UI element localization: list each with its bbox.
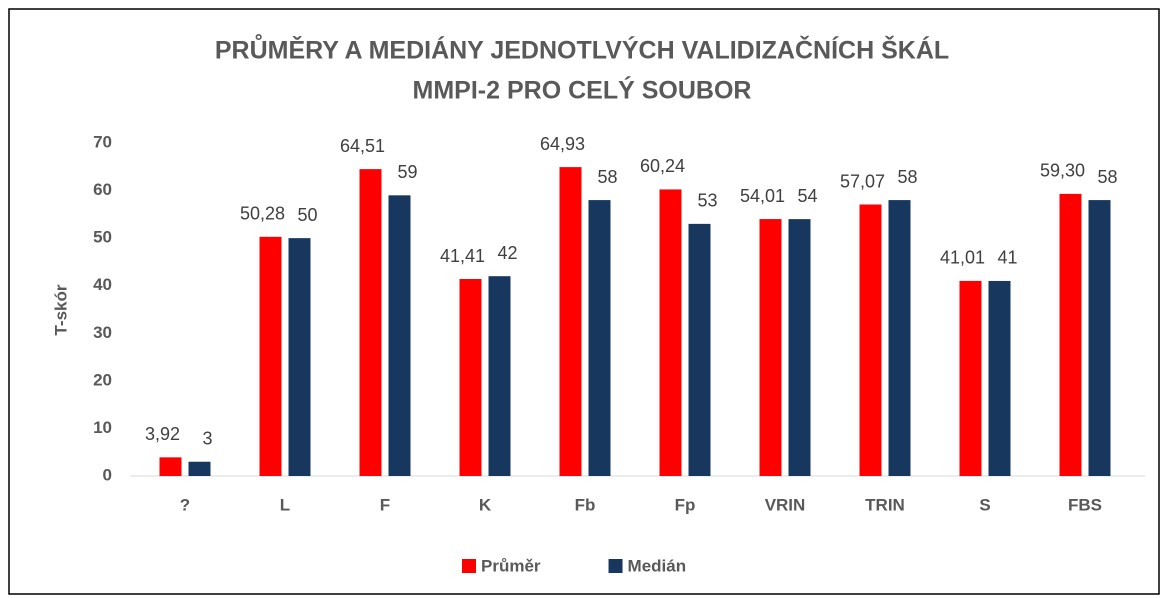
- x-tick-label: S: [979, 495, 990, 514]
- data-label: 64,51: [340, 136, 385, 156]
- legend-swatch: [462, 559, 476, 573]
- data-label: 59: [397, 162, 417, 182]
- data-label: 59,30: [1040, 161, 1085, 181]
- x-tick-label: L: [280, 495, 290, 514]
- bar: [759, 219, 782, 476]
- legend-label: Průměr: [481, 556, 541, 575]
- bar: [659, 189, 682, 476]
- x-tick-label: ?: [180, 495, 190, 514]
- data-label: 41,41: [440, 246, 485, 266]
- data-label: 57,07: [840, 171, 885, 191]
- bar: [959, 280, 982, 476]
- legend-label: Medián: [628, 556, 687, 575]
- chart-title: PRŮMĚRY A MEDIÁNY JEDNOTLVÝCH VALIDIZAČN…: [215, 33, 949, 65]
- data-label: 42: [497, 243, 517, 263]
- data-label: 54,01: [740, 186, 785, 206]
- data-label: 41: [997, 248, 1017, 268]
- y-tick-label: 30: [93, 323, 112, 342]
- bar: [1088, 200, 1111, 477]
- data-label: 60,24: [640, 156, 685, 176]
- bar: [988, 280, 1011, 476]
- bar: [359, 169, 382, 477]
- data-label: 3: [202, 428, 212, 448]
- y-tick-label: 40: [93, 275, 112, 294]
- x-tick-label: Fp: [675, 495, 696, 514]
- data-label: 58: [1097, 167, 1117, 187]
- bar: [488, 276, 511, 476]
- data-label: 58: [897, 167, 917, 187]
- y-tick-label: 60: [93, 180, 112, 199]
- bar: [559, 167, 582, 476]
- x-tick-label: FBS: [1068, 495, 1102, 514]
- bar: [459, 279, 482, 476]
- bar: [159, 457, 182, 476]
- data-label: 3,92: [145, 424, 180, 444]
- bar: [888, 200, 911, 477]
- bar: [288, 238, 311, 476]
- y-tick-label: 10: [93, 418, 112, 437]
- bar: [859, 204, 882, 476]
- data-label: 54: [797, 186, 817, 206]
- x-tick-label: F: [380, 495, 390, 514]
- data-label: 50,28: [240, 204, 285, 224]
- data-label: 41,01: [940, 248, 985, 268]
- bar: [188, 461, 211, 476]
- x-tick-label: K: [479, 495, 492, 514]
- data-label: 50: [297, 205, 317, 225]
- data-label: 53: [697, 191, 717, 211]
- bar: [688, 223, 711, 476]
- bar: [259, 236, 282, 476]
- y-tick-label: 70: [93, 132, 112, 151]
- y-axis-label: T-skór: [51, 284, 70, 335]
- x-tick-label: TRIN: [865, 495, 905, 514]
- bar: [788, 219, 811, 476]
- bar: [588, 200, 611, 477]
- legend-swatch: [608, 559, 623, 573]
- data-label: 58: [597, 167, 617, 187]
- y-tick-label: 50: [93, 228, 112, 247]
- chart-title: MMPI-2 PRO CELÝ SOUBOR: [413, 75, 752, 105]
- bar: [388, 195, 411, 477]
- y-tick-label: 20: [93, 370, 112, 389]
- y-tick-label: 0: [103, 465, 112, 484]
- bar: [1059, 193, 1082, 476]
- x-tick-label: Fb: [575, 495, 596, 514]
- x-tick-label: VRIN: [765, 495, 806, 514]
- data-label: 64,93: [540, 134, 585, 154]
